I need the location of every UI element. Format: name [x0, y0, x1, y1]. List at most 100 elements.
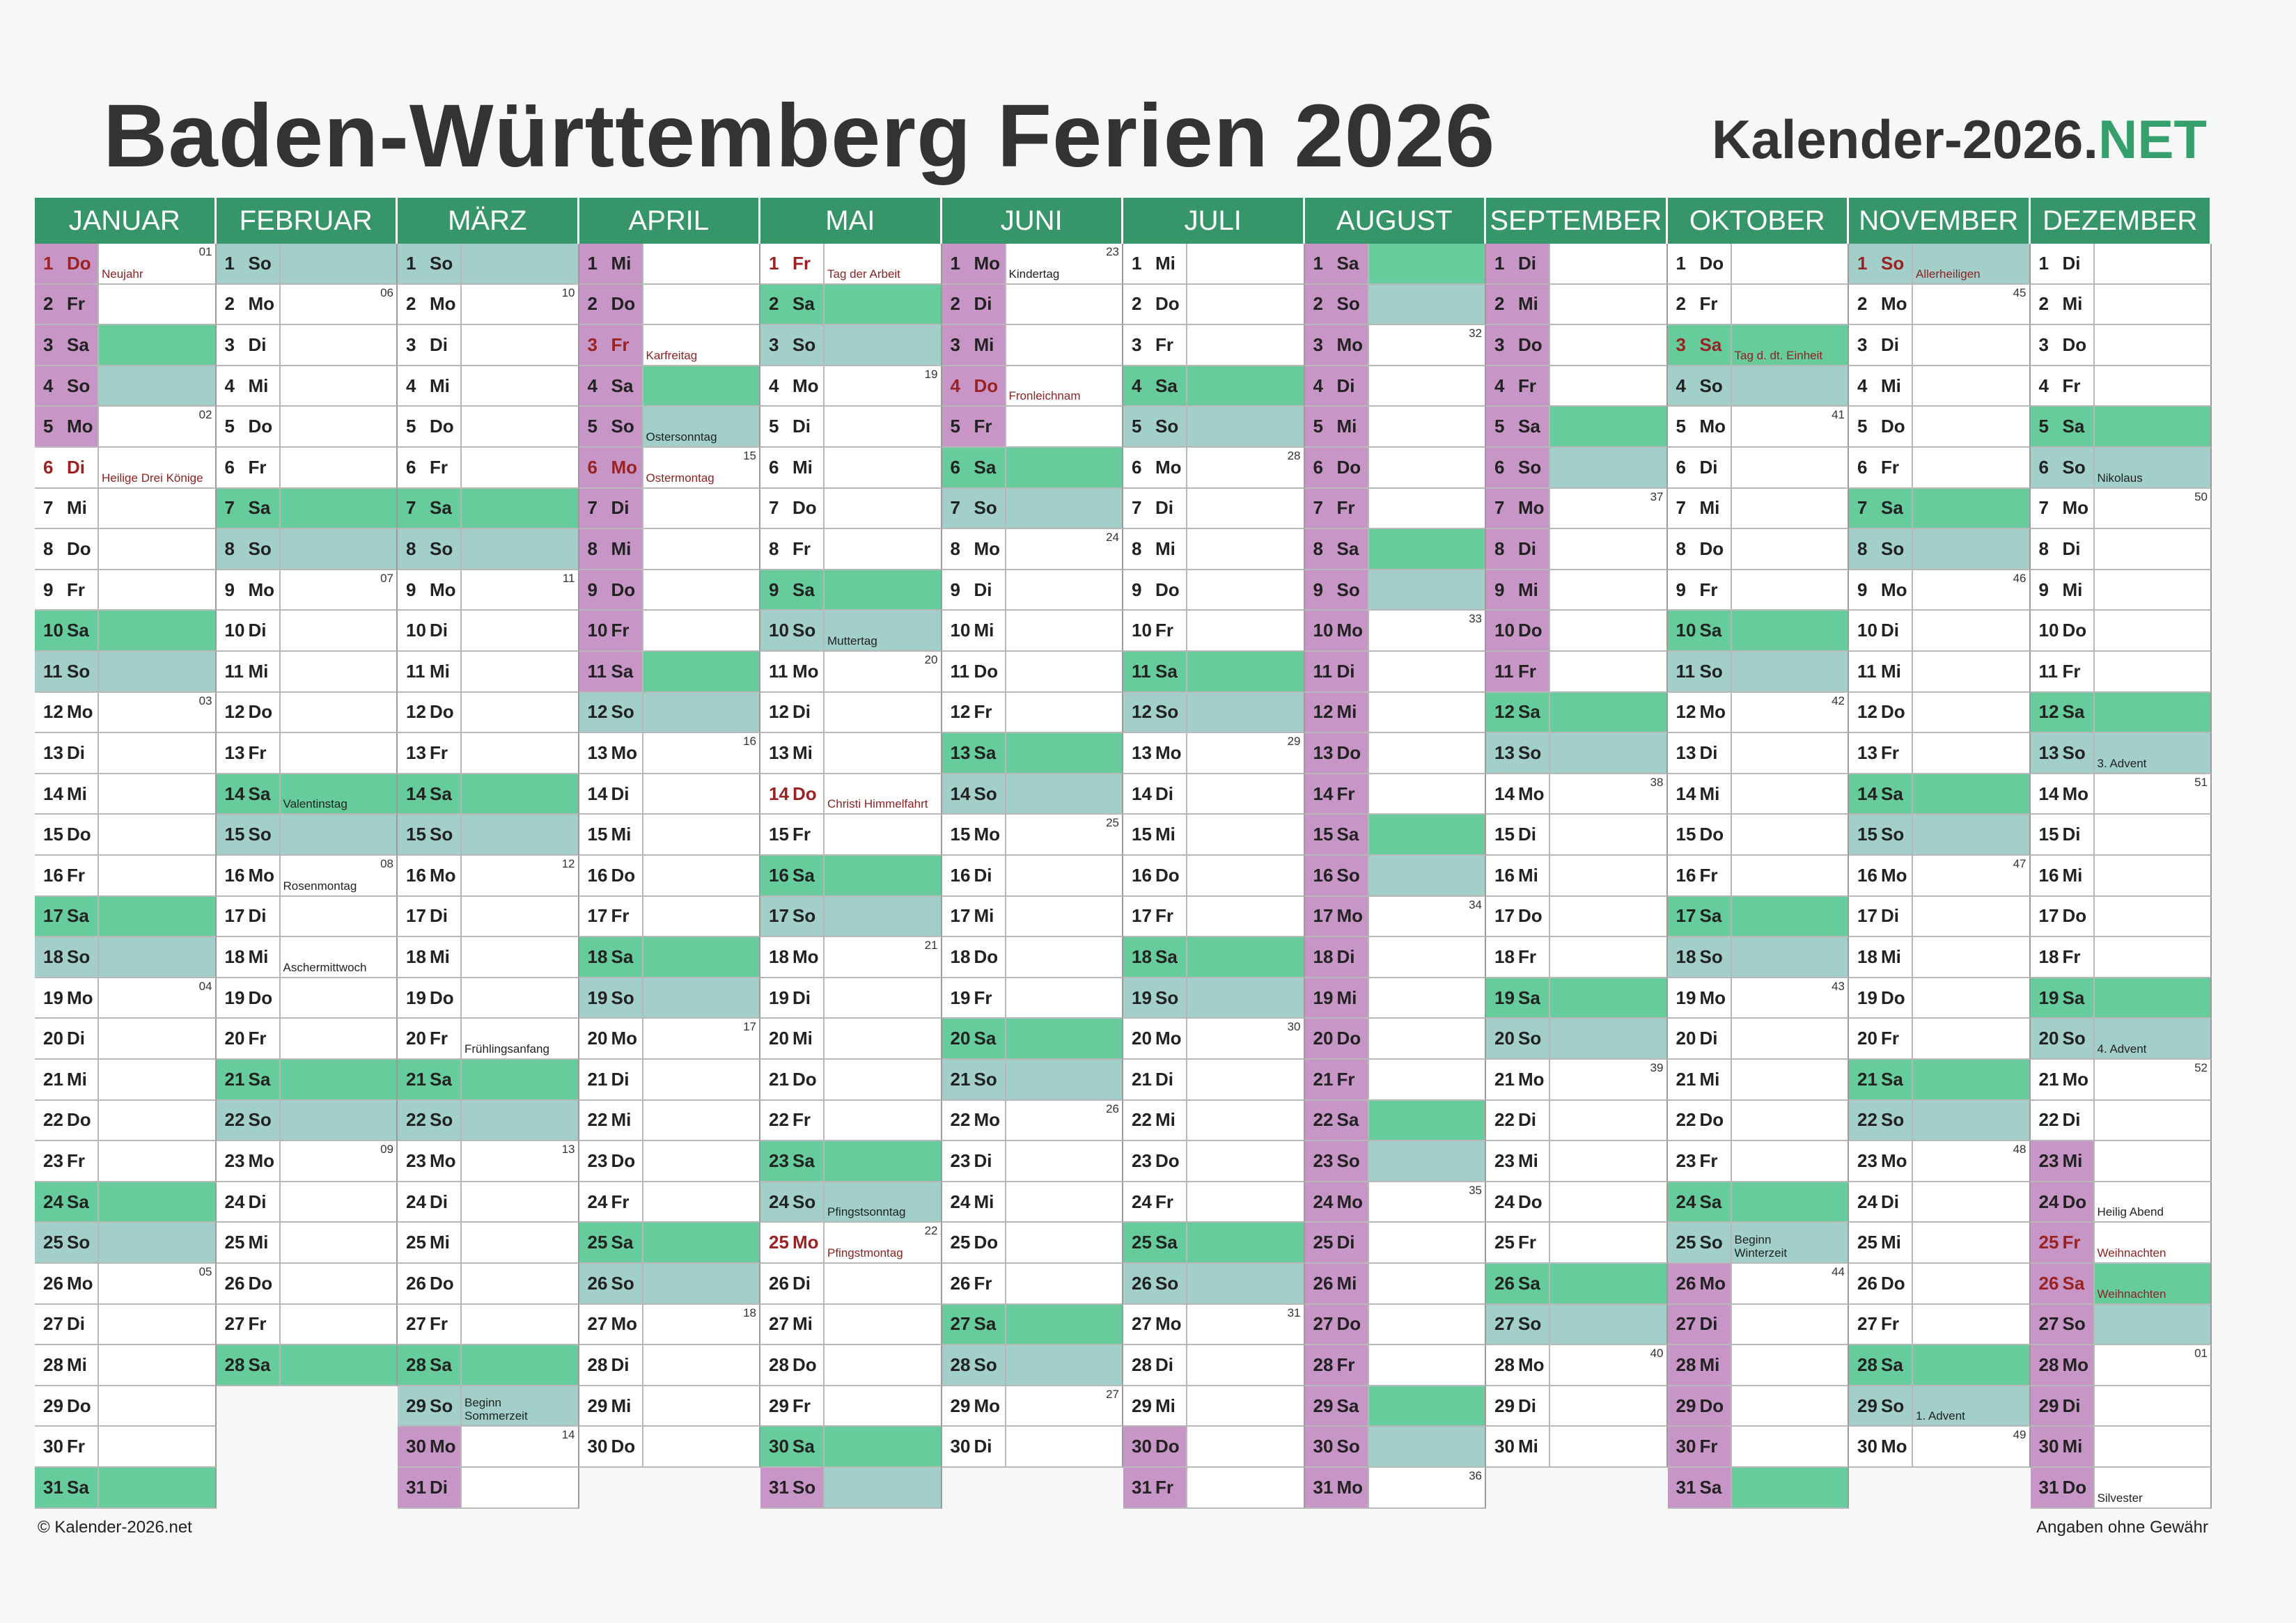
day-row[interactable]: 5 Di [760, 407, 942, 448]
day-row[interactable]: 1 Do [1667, 244, 1849, 285]
day-row[interactable]: 2 Do [1123, 284, 1305, 326]
day-row[interactable]: 17 Fr [1123, 896, 1305, 938]
day-row[interactable]: 23 Mo 09 [216, 1141, 398, 1182]
day-row[interactable]: 19 Mi [1304, 978, 1486, 1019]
day-row[interactable]: 28 Mo 01 [2030, 1345, 2212, 1386]
day-row[interactable]: 16 Fr [1667, 856, 1849, 897]
day-row[interactable]: 27 Di [1667, 1304, 1849, 1346]
day-row[interactable]: 22 Di [2030, 1100, 2212, 1142]
day-row[interactable]: 25 Fr [1486, 1223, 1668, 1264]
day-row[interactable]: 11 Mo 20 [760, 652, 942, 693]
day-row[interactable]: 22 Do [1667, 1100, 1849, 1142]
day-row[interactable]: 12 Mo 03 [35, 692, 217, 734]
day-row[interactable]: 7 Fr [1304, 488, 1486, 530]
day-row[interactable]: 21 Di [1123, 1060, 1305, 1101]
day-row[interactable]: 25 So Beginn Winterzeit [1667, 1223, 1849, 1264]
day-row[interactable]: 5 Do [216, 407, 398, 448]
day-row[interactable]: 25 Sa [1123, 1223, 1305, 1264]
day-row[interactable]: 11 Mi [216, 652, 398, 693]
day-row[interactable]: 11 Fr [2030, 652, 2212, 693]
day-row[interactable]: 8 Sa [1304, 529, 1486, 570]
day-row[interactable]: 2 Fr [1667, 284, 1849, 326]
day-row[interactable]: 12 So [1123, 692, 1305, 734]
day-row[interactable]: 31 Fr [1123, 1468, 1305, 1509]
day-row[interactable]: 29 Mo 27 [942, 1386, 1123, 1427]
day-row[interactable]: 4 Sa [579, 366, 760, 407]
day-row[interactable]: 19 Di [760, 978, 942, 1019]
day-row[interactable]: 30 Do [579, 1427, 760, 1468]
day-row[interactable]: 24 Sa [35, 1182, 217, 1223]
day-row[interactable]: 2 Mi [1486, 284, 1668, 326]
day-row[interactable]: 14 Do Christi Himmelfahrt [760, 774, 942, 815]
day-row[interactable]: 30 Do [1123, 1427, 1305, 1468]
day-row[interactable]: 4 Mi [216, 366, 398, 407]
day-row[interactable]: 30 Mi [1486, 1427, 1668, 1468]
day-row[interactable]: 13 So [1486, 733, 1668, 774]
day-row[interactable]: 13 Do [1304, 733, 1486, 774]
day-row[interactable]: 13 Sa [942, 733, 1123, 774]
day-row[interactable]: 26 Sa Weihnachten [2030, 1264, 2212, 1305]
day-row[interactable]: 10 Fr [579, 611, 760, 652]
day-row[interactable]: 12 Mo 42 [1667, 692, 1849, 734]
day-row[interactable]: 17 Di [398, 896, 579, 938]
day-row[interactable]: 30 Fr [35, 1427, 217, 1468]
day-row[interactable]: 15 Mi [1123, 815, 1305, 856]
day-row[interactable]: 18 Sa [579, 937, 760, 978]
day-row[interactable]: 17 Do [2030, 896, 2212, 938]
day-row[interactable]: 2 Sa [760, 284, 942, 326]
day-row[interactable]: 8 Do [35, 529, 217, 570]
day-row[interactable]: 12 Sa [1486, 692, 1668, 734]
day-row[interactable]: 21 Mo 52 [2030, 1060, 2212, 1101]
day-row[interactable]: 9 Sa [760, 570, 942, 611]
day-row[interactable]: 25 Fr Weihnachten [2030, 1223, 2212, 1264]
day-row[interactable]: 1 Mi [579, 244, 760, 285]
day-row[interactable]: 20 Di [35, 1019, 217, 1060]
day-row[interactable]: 29 So Beginn Sommerzeit [398, 1386, 579, 1427]
day-row[interactable]: 29 Di [2030, 1386, 2212, 1427]
day-row[interactable]: 14 Mi [35, 774, 217, 815]
day-row[interactable]: 10 Di [398, 611, 579, 652]
day-row[interactable]: 26 Fr [942, 1264, 1123, 1305]
day-row[interactable]: 7 Di [579, 488, 760, 530]
day-row[interactable]: 24 Sa [1667, 1182, 1849, 1223]
day-row[interactable]: 15 Fr [760, 815, 942, 856]
day-row[interactable]: 28 Sa [1849, 1345, 2031, 1386]
day-row[interactable]: 9 Do [1123, 570, 1305, 611]
day-row[interactable]: 19 So [579, 978, 760, 1019]
day-row[interactable]: 7 Di [1123, 488, 1305, 530]
day-row[interactable]: 4 Fr [1486, 366, 1668, 407]
day-row[interactable]: 11 So [35, 652, 217, 693]
day-row[interactable]: 20 Mi [760, 1019, 942, 1060]
day-row[interactable]: 11 Mi [1849, 652, 2031, 693]
day-row[interactable]: 6 Mo 28 [1123, 448, 1305, 489]
day-row[interactable]: 25 Do [942, 1223, 1123, 1264]
day-row[interactable]: 1 Mi [1123, 244, 1305, 285]
day-row[interactable]: 3 Di [1849, 325, 2031, 366]
day-row[interactable]: 7 So [942, 488, 1123, 530]
day-row[interactable]: 8 Mi [579, 529, 760, 570]
day-row[interactable]: 16 Fr [35, 856, 217, 897]
day-row[interactable]: 4 Do Fronleichnam [942, 366, 1123, 407]
day-row[interactable]: 22 Mi [579, 1100, 760, 1142]
day-row[interactable]: 19 Do [216, 978, 398, 1019]
day-row[interactable]: 31 Sa [1667, 1468, 1849, 1509]
day-row[interactable]: 10 Sa [35, 611, 217, 652]
day-row[interactable]: 7 Mi [1667, 488, 1849, 530]
day-row[interactable]: 8 Mi [1123, 529, 1305, 570]
day-row[interactable]: 6 Do [1304, 448, 1486, 489]
day-row[interactable]: 23 Sa [760, 1141, 942, 1182]
day-row[interactable]: 5 So Ostersonntag [579, 407, 760, 448]
day-row[interactable]: 21 Sa [1849, 1060, 2031, 1101]
day-row[interactable]: 13 Di [35, 733, 217, 774]
day-row[interactable]: 11 Sa [579, 652, 760, 693]
day-row[interactable]: 22 So [398, 1100, 579, 1142]
day-row[interactable]: 20 Mo 30 [1123, 1019, 1305, 1060]
day-row[interactable]: 2 Di [942, 284, 1123, 326]
day-row[interactable]: 15 Do [35, 815, 217, 856]
day-row[interactable]: 22 So [1849, 1100, 2031, 1142]
day-row[interactable]: 27 Fr [398, 1304, 579, 1346]
day-row[interactable]: 10 Di [1849, 611, 2031, 652]
day-row[interactable]: 23 Mi [1486, 1141, 1668, 1182]
day-row[interactable]: 26 Do [1849, 1264, 2031, 1305]
day-row[interactable]: 22 Di [1486, 1100, 1668, 1142]
